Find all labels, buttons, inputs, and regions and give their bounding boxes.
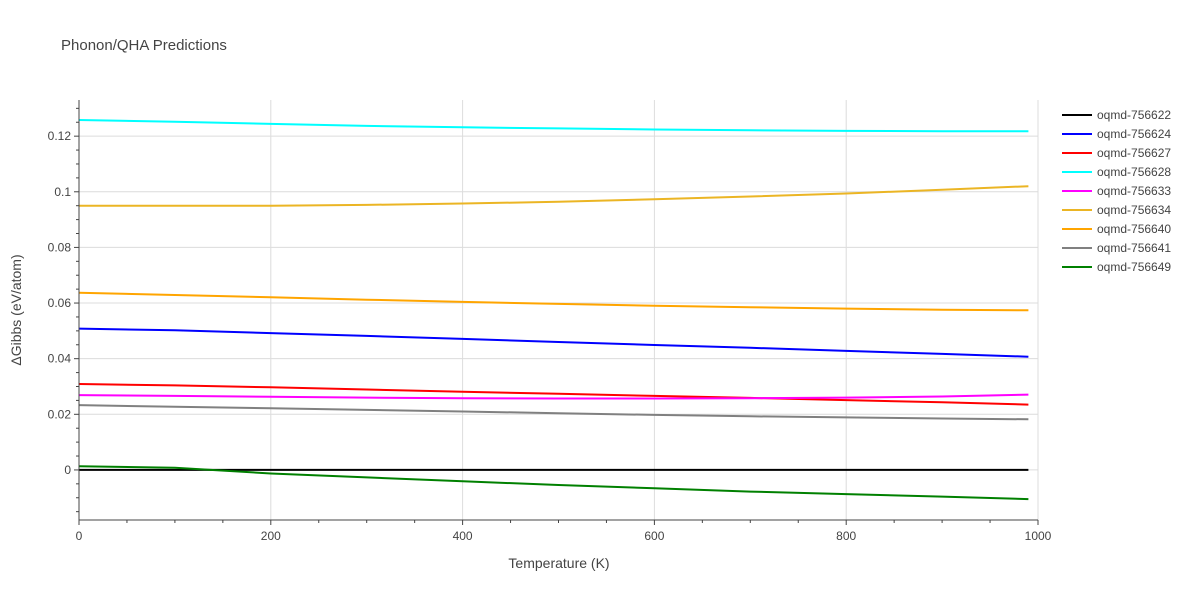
x-tick-label: 1000 [1025, 529, 1052, 543]
x-tick-label: 0 [76, 529, 83, 543]
series-line-oqmd-756633 [78, 393, 1029, 400]
y-tick-label: 0.04 [48, 352, 72, 366]
series-line-oqmd-756641 [78, 404, 1029, 421]
y-tick-label: 0.12 [48, 129, 72, 143]
x-tick-label: 200 [261, 529, 281, 543]
axes: 0 200 400 600 800 1000 0 0.02 0.04 0.06 0.08 0.1 0.1… [48, 100, 1052, 543]
y-tick-label: 0.06 [48, 296, 72, 310]
legend: oqmd-756622 oqmd-756624 oqmd-756627 oqmd-75… [1062, 108, 1171, 274]
legend-label: oqmd-756634 [1097, 203, 1171, 217]
series-line-oqmd-756649 [78, 465, 1029, 501]
plot-area [78, 119, 1029, 501]
legend-label: oqmd-756627 [1097, 146, 1171, 160]
x-axis-title: Temperature (K) [508, 555, 609, 571]
legend-label: oqmd-756633 [1097, 184, 1171, 198]
series-line-oqmd-756628 [78, 119, 1029, 133]
legend-label: oqmd-756640 [1097, 222, 1171, 236]
legend-label: oqmd-756622 [1097, 108, 1171, 122]
legend-item-oqmd-756634[interactable]: oqmd-756634 [1062, 203, 1171, 217]
x-tick-label: 600 [644, 529, 664, 543]
x-tick-label: 800 [836, 529, 856, 543]
x-tick-label: 400 [453, 529, 473, 543]
series-line-oqmd-756640 [78, 291, 1029, 312]
legend-item-oqmd-756641[interactable]: oqmd-756641 [1062, 241, 1171, 255]
y-tick-label: 0.02 [48, 407, 72, 421]
legend-item-oqmd-756622[interactable]: oqmd-756622 [1062, 108, 1171, 122]
y-tick-label: 0 [64, 463, 71, 477]
legend-item-oqmd-756649[interactable]: oqmd-756649 [1062, 260, 1171, 274]
y-tick-label: 0.08 [48, 240, 72, 254]
legend-label: oqmd-756641 [1097, 241, 1171, 255]
legend-item-oqmd-756640[interactable]: oqmd-756640 [1062, 222, 1171, 236]
legend-label: oqmd-756624 [1097, 127, 1171, 141]
chart-title: Phonon/QHA Predictions [61, 37, 227, 54]
y-axis-title: ΔGibbs (eV/atom) [8, 254, 24, 365]
legend-item-oqmd-756633[interactable]: oqmd-756633 [1062, 184, 1171, 198]
legend-item-oqmd-756628[interactable]: oqmd-756628 [1062, 165, 1171, 179]
y-tick-label: 0.1 [54, 185, 71, 199]
legend-item-oqmd-756624[interactable]: oqmd-756624 [1062, 127, 1171, 141]
series-line-oqmd-756634 [79, 185, 1029, 207]
legend-label: oqmd-756649 [1097, 260, 1171, 274]
legend-label: oqmd-756628 [1097, 165, 1171, 179]
series-line-oqmd-756627 [78, 383, 1029, 406]
legend-item-oqmd-756627[interactable]: oqmd-756627 [1062, 146, 1171, 160]
series-line-oqmd-756624 [78, 327, 1029, 358]
